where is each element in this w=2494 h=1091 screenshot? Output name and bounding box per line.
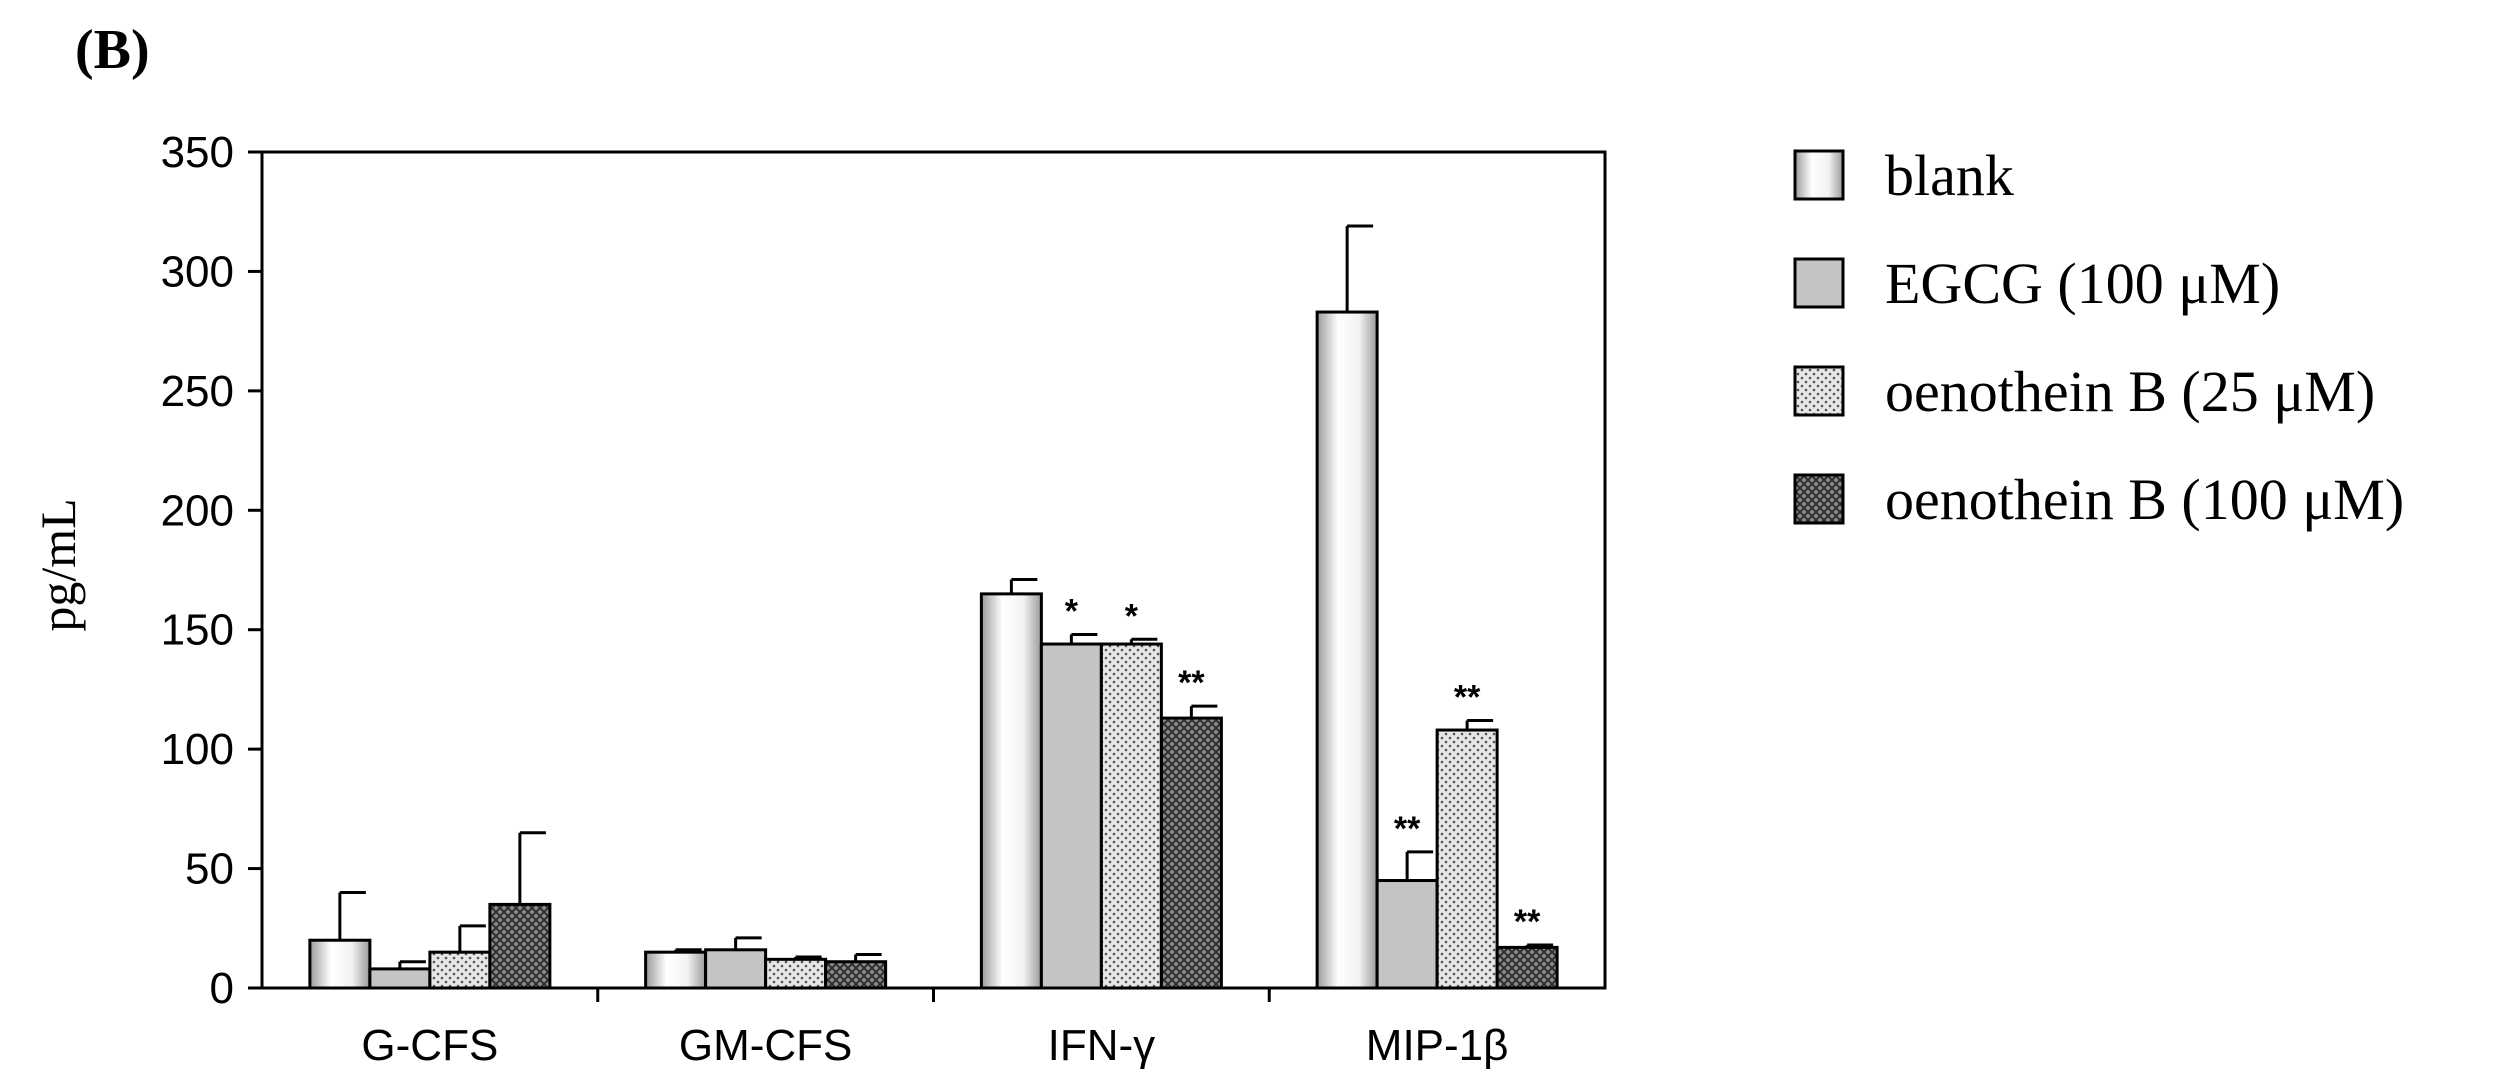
significance-marker: * bbox=[1065, 592, 1079, 630]
significance-marker: ** bbox=[1394, 810, 1421, 848]
significance-marker: ** bbox=[1178, 664, 1205, 702]
bar bbox=[488, 902, 552, 990]
bar bbox=[1495, 945, 1559, 990]
bar bbox=[979, 592, 1043, 990]
legend-entry: EGCG (100 μM) bbox=[1885, 251, 2280, 316]
legend-entry: oenothein B (25 μM) bbox=[1885, 359, 2375, 424]
legend-swatch bbox=[1793, 257, 1845, 309]
legend-swatch bbox=[1793, 365, 1845, 417]
y-tick-label: 250 bbox=[161, 367, 234, 416]
category-label: GM-CFS bbox=[679, 1021, 853, 1070]
y-tick-label: 50 bbox=[185, 845, 234, 894]
bar bbox=[704, 948, 768, 990]
y-tick-label: 0 bbox=[210, 964, 234, 1013]
legend: blank EGCG (100 μM) oenothein B (25 μM) oen… bbox=[1793, 143, 2404, 532]
legend-swatch bbox=[1793, 473, 1845, 525]
y-tick-label: 300 bbox=[161, 247, 234, 296]
legend-entry: oenothein B (100 μM) bbox=[1885, 467, 2404, 532]
significance-marker: * bbox=[1125, 597, 1139, 635]
category-label: G-CFS bbox=[361, 1021, 498, 1070]
bar bbox=[1375, 879, 1439, 990]
bar bbox=[1039, 642, 1103, 990]
significance-marker: ** bbox=[1454, 678, 1481, 716]
y-tick-label: 100 bbox=[161, 725, 234, 774]
bar bbox=[368, 967, 432, 990]
y-tick-label: 350 bbox=[161, 128, 234, 177]
category-label: IFN-γ bbox=[1048, 1021, 1156, 1070]
bar bbox=[308, 938, 372, 990]
legend-swatch bbox=[1793, 149, 1845, 201]
y-tick-label: 150 bbox=[161, 606, 234, 655]
bar bbox=[428, 950, 492, 990]
y-tick-label: 200 bbox=[161, 486, 234, 535]
bar bbox=[1315, 310, 1379, 990]
bar bbox=[1159, 716, 1223, 990]
bar bbox=[764, 957, 828, 990]
plot-frame bbox=[260, 150, 1607, 990]
bar bbox=[1435, 728, 1499, 990]
legend-entry: blank bbox=[1885, 143, 2014, 208]
bar bbox=[1099, 642, 1163, 990]
y-axis-label: pg/mL bbox=[30, 498, 86, 631]
bar bbox=[824, 960, 888, 990]
category-label: MIP-1β bbox=[1366, 1021, 1509, 1070]
bar bbox=[644, 950, 708, 990]
panel-label: (B) bbox=[75, 19, 150, 81]
significance-marker: ** bbox=[1514, 903, 1541, 941]
